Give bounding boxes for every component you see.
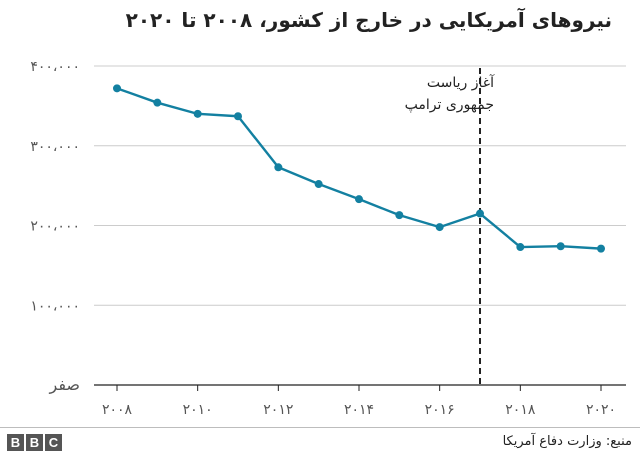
data-point [556,242,565,251]
annotation-label: جمهوری ترامپ [405,97,494,113]
bbc-logo: B B C [7,434,62,451]
footer-divider [0,427,640,428]
annotation: آغاز ریاست جمهوری ترامپ [405,68,495,385]
data-point [355,195,363,204]
x-tick-label: ۲۰۱۸ [505,402,536,418]
x-tick-label: ۲۰۰۸ [102,402,133,418]
x-tick-label: ۲۰۱۲ [263,402,293,418]
data-point [395,211,404,220]
source-note: منبع: وزارت دفاع آمریکا [502,434,632,449]
x-tick-label: ۲۰۱۴ [344,402,374,418]
series-line [116,87,602,250]
data-point [435,223,444,232]
data-point [193,109,202,118]
data-point [113,84,121,93]
y-axis-ticks: صفر ۱۰۰،۰۰۰ ۲۰۰،۰۰۰ ۳۰۰،۰۰۰ ۴۰۰،۰۰۰ [30,59,80,395]
y-tick-label: ۴۰۰،۰۰۰ [30,59,80,75]
data-point [516,243,525,252]
bbc-logo-letter: B [26,434,43,451]
annotation-label: آغاز ریاست [427,74,495,91]
y-tick-label: ۳۰۰،۰۰۰ [30,139,80,155]
data-point [597,244,605,253]
data-point [476,209,484,218]
x-tick-label: ۲۰۱۶ [425,402,455,418]
y-tick-label: صفر [48,375,80,395]
bbc-logo-letter: C [45,434,62,451]
series [113,84,605,253]
data-point [274,163,283,172]
y-tick-label: ۲۰۰،۰۰۰ [30,219,80,235]
x-tick-label: ۲۰۱۰ [183,402,213,418]
x-axis-ticks: ۲۰۰۸ ۲۰۱۰ ۲۰۱۲ ۲۰۱۴ ۲۰۱۶ ۲۰۱۸ ۲۰۲۰ [102,385,616,418]
bbc-logo-letter: B [7,434,24,451]
y-tick-label: ۱۰۰،۰۰۰ [30,298,80,314]
data-point [153,98,162,107]
data-point [314,180,323,189]
grid-lines [94,65,626,386]
chart-title: نیروهای آمریکایی در خارج از کشور، ۲۰۰۸ ت… [125,8,612,32]
data-point [234,112,242,121]
x-tick-label: ۲۰۲۰ [586,402,616,418]
